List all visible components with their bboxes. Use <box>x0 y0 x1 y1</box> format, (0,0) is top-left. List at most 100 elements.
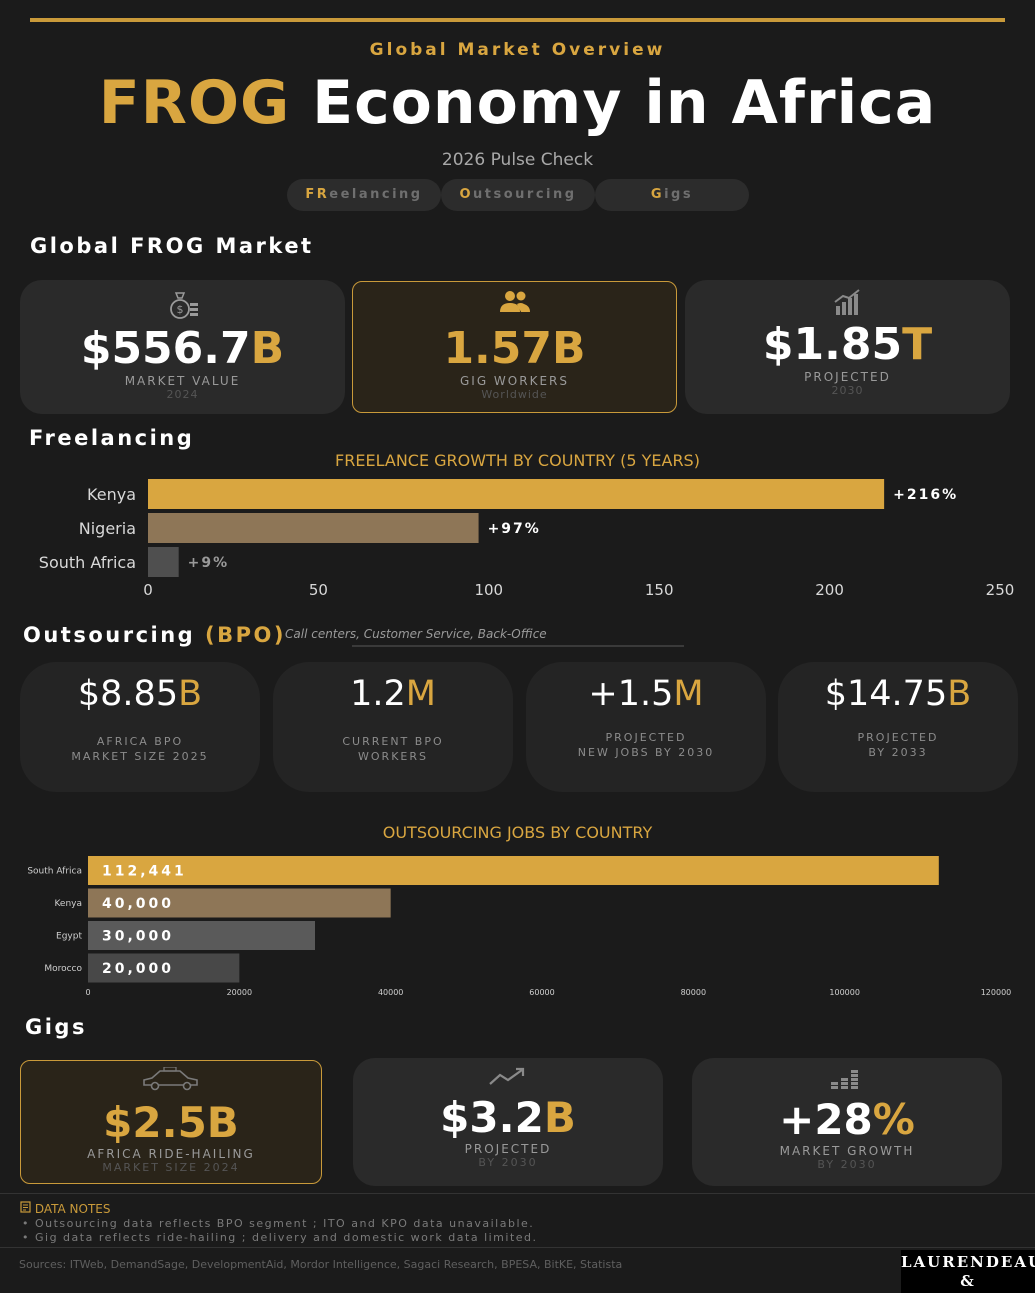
global-heading: Global FROG Market <box>30 234 314 258</box>
bar <box>88 856 939 885</box>
kicker: Global Market Overview <box>369 40 666 60</box>
bpo-label-2: BY 2033 <box>868 746 928 759</box>
bpo-label-1: PROJECTED <box>857 731 939 744</box>
note-item: • Gig data reflects ride-hailing ; deliv… <box>22 1231 538 1244</box>
bar-value-label: 30,000 <box>102 929 174 945</box>
x-tick-label: 60000 <box>529 988 554 997</box>
bar <box>88 953 240 983</box>
bar-category-label: Nigeria <box>79 519 136 538</box>
bpo-new-jobs-card: +1.5M PROJECTED NEW JOBS BY 2030 <box>526 662 766 792</box>
bar-category-label: South Africa <box>39 553 136 572</box>
svg-text:$: $ <box>176 303 183 316</box>
pill-outsourcing: Outsourcing <box>441 179 595 211</box>
x-tick-label: 150 <box>645 581 674 599</box>
x-tick-label: 40000 <box>378 988 403 997</box>
bpo-label-2: MARKET SIZE 2025 <box>71 750 209 763</box>
card-sub: BY 2030 <box>817 1158 877 1171</box>
pill-freelancing: FReelancing <box>287 179 441 211</box>
x-tick-label: 50 <box>309 581 328 599</box>
bar-value-label: +9% <box>188 555 230 571</box>
notes-title: DATA NOTES <box>20 1201 111 1216</box>
value-suffix: B <box>947 674 972 714</box>
bar <box>88 888 391 918</box>
pill-accent: G <box>650 187 665 202</box>
card-sub: 2030 <box>831 384 864 397</box>
title-accent: FROG <box>98 68 291 138</box>
bar-value-label: +216% <box>893 487 958 503</box>
bpo-workers-card: 1.2M CURRENT BPO WORKERS <box>273 662 513 792</box>
value-suffix: M <box>405 674 436 714</box>
pill-accent: O <box>459 187 474 202</box>
card-sub: 2024 <box>166 388 199 401</box>
outsourcing-note: Call centers, Customer Service, Back-Off… <box>285 627 547 641</box>
trend-up-icon <box>489 1067 525 1085</box>
bpo-label-1: PROJECTED <box>605 731 687 744</box>
notes-title-text: DATA NOTES <box>34 1202 111 1216</box>
bpo-label-1: AFRICA BPO <box>96 735 184 748</box>
note-underline <box>352 645 684 647</box>
x-tick-label: 100 <box>474 581 503 599</box>
bar-category-label: Kenya <box>54 899 82 909</box>
bpo-value: $8.85B <box>20 674 260 714</box>
card-label: AFRICA RIDE-HAILING <box>87 1147 255 1161</box>
bpo-market-card: $8.85B AFRICA BPO MARKET SIZE 2025 <box>20 662 260 792</box>
value-main: 1.2 <box>350 674 406 714</box>
freelancing-heading: Freelancing <box>29 426 195 450</box>
value-suffix: % <box>872 1095 915 1144</box>
pill-gigs: Gigs <box>595 179 749 211</box>
gig-projected-value: $3.2B <box>353 1094 663 1142</box>
market-value-card: $ $556.7B MARKET VALUE 2024 <box>20 280 345 414</box>
freelance-chart-title: FREELANCE GROWTH BY COUNTRY (5 YEARS) <box>335 451 700 470</box>
x-tick-label: 100000 <box>829 988 860 997</box>
bpo-value: +1.5M <box>526 674 766 714</box>
x-tick-label: 20000 <box>227 988 252 997</box>
gig-projected-card: $3.2B PROJECTED BY 2030 <box>353 1058 663 1186</box>
bar-category-label: South Africa <box>27 867 82 877</box>
note-item: • Outsourcing data reflects BPO segment … <box>22 1217 535 1230</box>
x-tick-label: 0 <box>85 988 90 997</box>
value-suffix: B <box>178 674 203 714</box>
x-tick-label: 0 <box>143 581 153 599</box>
card-sub: BY 2030 <box>478 1156 538 1169</box>
bar <box>148 513 479 543</box>
projected-value: $1.85T <box>685 320 1010 370</box>
bpo-label-1: CURRENT BPO <box>342 735 444 748</box>
money-bag-icon: $ <box>169 292 198 319</box>
card-label: MARKET VALUE <box>124 374 241 388</box>
freelance-growth-chart: Kenya +216% Nigeria +97% South Africa +9% 0 50 1… <box>39 479 1015 599</box>
bar-category-label: Egypt <box>56 932 82 942</box>
x-tick-label: 200 <box>815 581 844 599</box>
sources: Sources: ITWeb, DemandSage, DevelopmentA… <box>19 1258 623 1271</box>
ride-hailing-value: $2.5B <box>103 1098 239 1147</box>
top-rule <box>30 18 1005 22</box>
value-main: $8.85 <box>77 674 179 714</box>
sources-divider <box>0 1247 1035 1248</box>
value-main: $14.75 <box>824 674 948 714</box>
gigs-heading: Gigs <box>25 1015 87 1039</box>
pill-rest: eelancing <box>329 187 423 202</box>
market-value: $556.7B <box>20 324 345 374</box>
bar <box>148 479 885 509</box>
bar-category-label: Kenya <box>87 485 136 504</box>
value-main: +28 <box>779 1095 873 1144</box>
bpo-value: $14.75B <box>778 674 1018 714</box>
gig-workers-value: 1.57B <box>443 323 586 374</box>
card-label: MARKET GROWTH <box>779 1144 915 1158</box>
bar-value-label: 20,000 <box>102 961 174 977</box>
card-sub: Worldwide <box>481 388 548 401</box>
coins-icon <box>831 1070 858 1089</box>
value-main: $1.85 <box>762 319 903 370</box>
bar-value-label: +97% <box>488 521 541 537</box>
page-subtitle: 2026 Pulse Check <box>441 150 594 170</box>
x-tick-label: 120000 <box>981 988 1012 997</box>
pill-rest: utsourcing <box>473 187 577 202</box>
value-suffix: B <box>543 1093 576 1142</box>
x-tick-label: 250 <box>986 581 1015 599</box>
notes-icon <box>20 1201 31 1213</box>
growth-chart-icon <box>833 289 860 315</box>
outsourcing-chart-title: OUTSOURCING JOBS BY COUNTRY <box>382 823 653 842</box>
bar-value-label: 40,000 <box>102 896 174 912</box>
card-label: PROJECTED <box>464 1142 552 1156</box>
bar-value-label: 112,441 <box>102 864 187 880</box>
value-main: $556.7 <box>80 323 251 374</box>
